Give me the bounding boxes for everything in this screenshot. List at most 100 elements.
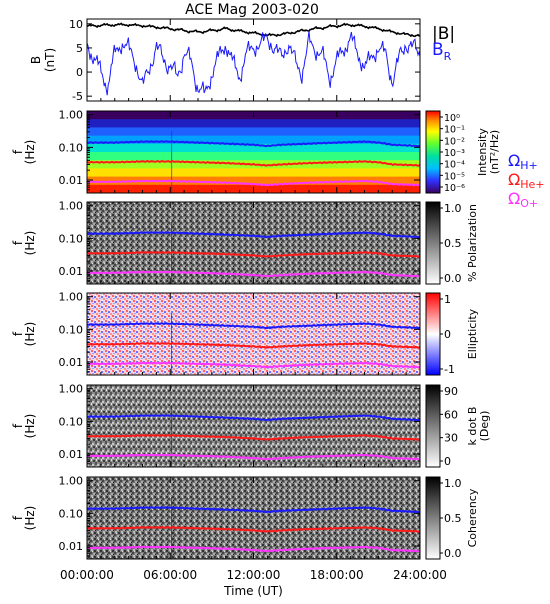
y-tick-label: 0.01	[59, 356, 84, 369]
y-axis-label: f	[11, 331, 25, 336]
y-tick-label: 0.01	[59, 540, 84, 553]
x-tick-label: 00:00:00	[60, 568, 114, 582]
gyro-line-he	[86, 525, 421, 533]
y-axis-label: B	[29, 56, 43, 64]
colorbar-tick-label: 10⁰	[444, 113, 460, 124]
colorbar-tick-label: 90	[444, 385, 458, 398]
y-axis-unit: (Hz)	[23, 414, 37, 439]
gyro-line-h	[86, 140, 421, 148]
x-tick-label: 18:00:00	[310, 568, 364, 582]
gyro-line-o	[86, 270, 421, 278]
colorbar-label: Ellipticity	[466, 308, 479, 359]
legend-gyro-sub: O+	[520, 197, 538, 210]
series-line-br	[86, 30, 421, 96]
gyro-line-he	[86, 159, 421, 167]
colorbar-tick-label: 10⁻⁵	[444, 171, 465, 182]
y-axis-unit: (nT)	[43, 48, 57, 72]
colorbar-tick-label: 10⁻⁶	[444, 183, 465, 194]
colorbar-tick-label: -1	[444, 363, 455, 376]
y-axis-unit: (Hz)	[23, 231, 37, 256]
colorbar	[425, 476, 441, 560]
intensity-band	[87, 135, 420, 145]
gyro-line-o	[86, 545, 421, 553]
y-tick-label: 0.10	[59, 323, 84, 336]
gyro-line-he	[86, 433, 421, 441]
colorbar-tick-label: 0.5	[444, 512, 462, 525]
gyro-line-h	[86, 414, 421, 422]
y-tick-label: 1.00	[59, 200, 84, 213]
gyro-line-h	[86, 322, 421, 330]
legend-br-sub: R	[444, 50, 452, 63]
colorbar-tick-label: 10⁻¹	[444, 125, 465, 136]
y-tick-label: 0.10	[59, 141, 84, 154]
colorbar-label: % Polarization	[466, 204, 479, 282]
panel-intensity: 1.00 0.10 0.01 f(Hz) 10⁰10⁻¹10⁻²10⁻³10⁻⁴10⁻⁵…	[11, 109, 545, 210]
y-tick-label: 10	[69, 18, 83, 31]
y-tick-label: 1.00	[59, 383, 84, 396]
colorbar-tick-label: 30	[444, 432, 458, 445]
y-tick-label: 0.10	[59, 415, 84, 428]
colorbar-tick-label: 0.5	[444, 237, 462, 250]
legend-gyro-sub: H+	[520, 159, 538, 172]
colorbar-label: Coherency	[466, 488, 479, 547]
figure-title: ACE Mag 2003-020	[185, 2, 319, 18]
colorbar	[425, 384, 441, 468]
y-axis-label: f	[11, 149, 25, 154]
y-tick-label: 0	[76, 66, 83, 79]
y-tick-label: 0.01	[59, 265, 84, 278]
legend-gyro-h: ΩH+	[508, 151, 538, 172]
colorbar-tick-label: 0.0	[444, 547, 462, 560]
y-tick-label: 0.10	[59, 507, 84, 520]
y-tick-label: 0.10	[59, 232, 84, 245]
colorbar-tick-label: 0.0	[444, 272, 462, 285]
gyro-line-h	[86, 506, 421, 514]
y-axis-label: f	[11, 240, 25, 245]
intensity-band	[87, 168, 420, 178]
legend-bmag: |B|	[432, 24, 455, 44]
intensity-band	[87, 143, 420, 153]
x-tick-label: 12:00:00	[227, 568, 281, 582]
y-axis-unit: (Hz)	[23, 322, 37, 347]
y-tick-label: 1.00	[59, 291, 84, 304]
colorbar	[425, 110, 441, 194]
y-axis-unit: (Hz)	[23, 140, 37, 165]
panel--polarization: 1.00 0.10 0.01 f(Hz) 1.0 0.5 0.0 % Polarization	[11, 200, 479, 285]
spectrogram-field	[87, 293, 420, 375]
intensity-band	[87, 119, 420, 128]
spectrogram-field	[87, 202, 420, 284]
y-axis-label: f	[11, 515, 25, 520]
y-axis-unit: (Hz)	[23, 506, 37, 531]
gyro-line-o	[86, 179, 421, 187]
panel-ellipticity: 1.00 0.10 0.01 f(Hz) 1 0 -1 Ellipticity	[11, 291, 479, 376]
colorbar-label: Intensity	[476, 128, 489, 176]
panel-k-dot-b: 1.00 0.10 0.01 f(Hz) 90 60 30 0 k dot B (Deg)	[11, 383, 491, 468]
colorbar-tick-label: 1.0	[444, 477, 462, 490]
colorbar-tick-label: 1	[444, 293, 451, 306]
colorbar-unit: (Deg)	[478, 411, 491, 442]
y-tick-label: 1.00	[59, 109, 84, 122]
colorbar	[425, 201, 441, 285]
colorbar-tick-label: 1.0	[444, 202, 462, 215]
gyro-line-he	[86, 341, 421, 349]
spectrogram-field	[87, 477, 420, 559]
intensity-band	[87, 152, 420, 161]
y-tick-label: -5	[72, 90, 83, 103]
gyro-line-o	[86, 361, 421, 369]
legend-gyro-he: ΩHe+	[508, 170, 545, 191]
colorbar-unit: (nT²/Hz)	[488, 130, 501, 174]
colorbar-tick-label: 0	[444, 455, 451, 468]
x-tick-label: 24:00:00	[393, 568, 447, 582]
colorbar-tick-label: 0	[444, 328, 451, 341]
y-tick-label: 5	[76, 42, 83, 55]
intensity-band	[87, 127, 420, 137]
x-axis-label: Time (UT)	[223, 584, 283, 598]
colorbar-tick-label: 10⁻⁴	[444, 160, 465, 171]
x-tick-label: 06:00:00	[143, 568, 197, 582]
colorbar	[425, 292, 441, 376]
spectrogram-field	[87, 385, 420, 467]
intensity-band	[87, 176, 420, 186]
y-tick-label: 0.01	[59, 174, 84, 187]
legend-gyro-sub: He+	[520, 178, 544, 191]
